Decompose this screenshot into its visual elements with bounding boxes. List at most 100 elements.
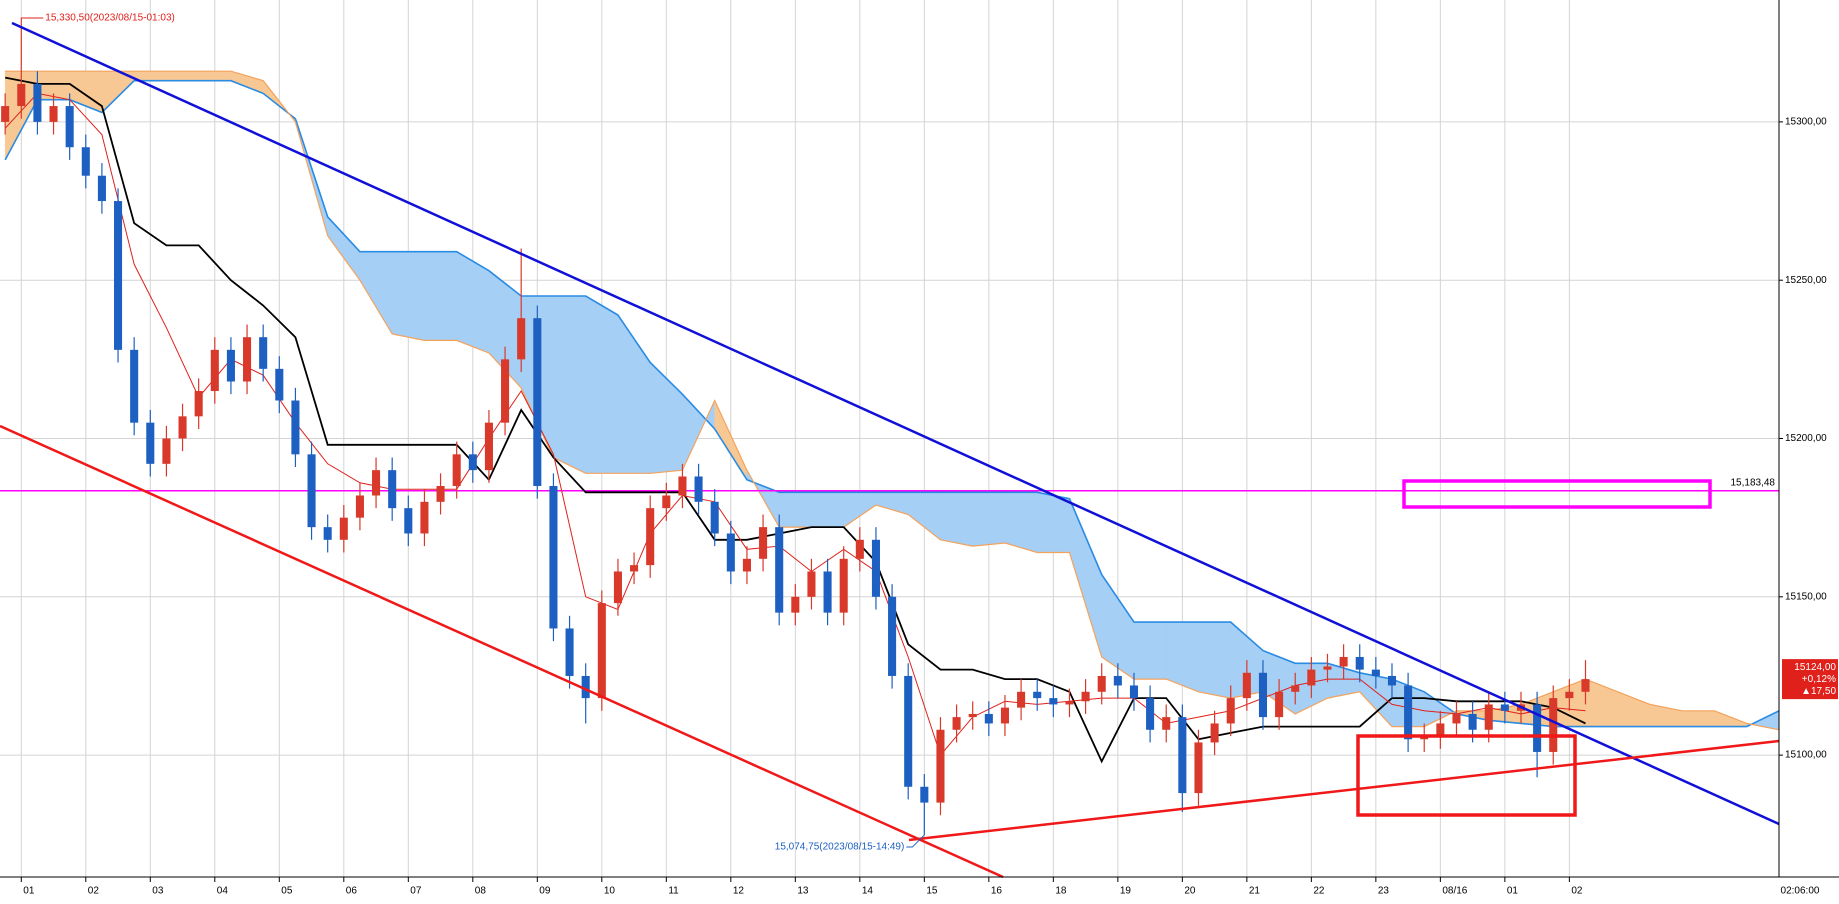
last-price-box [1782,659,1838,700]
candle-body [1291,685,1300,692]
time-label: 02:06:00 [1781,886,1820,897]
y-tick-label: 15250,00 [1785,275,1827,286]
x-tick-label: 22 [1313,886,1325,897]
cloud-fill [1198,621,1231,699]
x-tick-label: 20 [1184,886,1196,897]
candle-body [1242,672,1251,699]
candle-body [549,485,558,629]
candle-body [1017,691,1026,708]
candle-body [1049,698,1058,705]
candle-body [1468,713,1477,730]
candle-body [613,571,622,604]
candle-body [33,83,42,122]
candle-body [1210,723,1219,743]
candle-body [404,508,413,534]
cloud-fill [166,70,199,81]
conversion-line [4,92,1586,757]
candle-body [1500,704,1509,711]
candle-body [17,83,26,107]
candle-body [501,359,510,423]
cloud-span-a [4,79,1780,728]
candle-body [726,533,735,572]
cloud-fill [1133,621,1167,680]
x-tick-label: 16 [991,886,1003,897]
x-tick-label: 23 [1378,886,1390,897]
candle-body [114,201,123,350]
candle-body [952,717,961,730]
level-label: 15,183,48 [1731,477,1776,488]
candle-body [968,713,977,718]
candle-body [807,571,816,597]
x-tick-label: 02 [88,886,100,897]
highlight-box [1356,734,1577,817]
candle-body [1549,698,1558,752]
y-tick-label: 15100,00 [1785,750,1827,761]
x-tick-label: 11 [668,886,679,897]
candle-body [1404,685,1413,740]
x-tick-label: 18 [1055,886,1067,897]
candle-body [178,416,187,439]
y-tick-label: 15300,00 [1785,117,1827,128]
candle-body [694,476,703,502]
candle-body [920,786,929,803]
x-tick-label: 09 [539,886,551,897]
x-tick-label: 13 [797,886,809,897]
candle-body [130,349,139,423]
trendline [11,21,1780,826]
candle-body [49,106,58,122]
cloud-span-b [5,70,1780,731]
x-tick-label: 19 [1120,886,1132,897]
candle-body [904,675,913,787]
candle-body [1275,691,1284,718]
cloud-fill [198,70,232,81]
candle-body [581,675,590,699]
trendline [0,424,1004,879]
annotation-leader [906,834,925,848]
candle-body [1371,669,1380,676]
candle-body [1081,691,1090,702]
candle-body [1258,672,1268,718]
candle-body [97,175,106,202]
candle-body [855,539,864,559]
cloud-fill [1681,710,1715,727]
candle-body [791,596,800,613]
candle-body [1355,656,1364,670]
candle-body [1533,704,1542,752]
cloud-fill [553,295,586,474]
candle-body [646,508,655,566]
candle-body [291,400,300,455]
candle-body [1065,701,1074,705]
x-tick-label: 07 [410,886,422,897]
last-price-diff: ▲17,50 [1801,686,1836,697]
x-tick-label: 10 [604,886,616,897]
cloud-fill [940,492,973,547]
x-tick-label: 08/16 [1442,886,1467,897]
x-tick-label: 15 [926,886,938,897]
x-tick-label: 06 [346,886,358,897]
candle-body [1178,717,1187,794]
candle-body [1307,669,1316,686]
candle-body [630,565,639,572]
y-tick-label: 15200,00 [1785,433,1827,444]
candle-body [662,495,671,509]
candle-body [243,337,252,382]
candle-body [1113,675,1122,686]
candle-body [1484,704,1493,730]
candle-body [226,349,235,382]
trendline [908,739,1780,842]
cloud-fill [424,251,457,341]
candle-body [1,106,10,122]
x-tick-label: 08 [475,886,487,897]
candle-body [146,422,155,464]
candle-body [1436,723,1445,737]
x-tick-label: 02 [1571,886,1583,897]
drawings [0,21,1780,879]
candle-body [81,147,90,176]
candle-body [759,527,768,559]
candle-body [339,517,348,540]
candle-body [1339,656,1348,667]
x-tick-label: 01 [23,886,35,897]
